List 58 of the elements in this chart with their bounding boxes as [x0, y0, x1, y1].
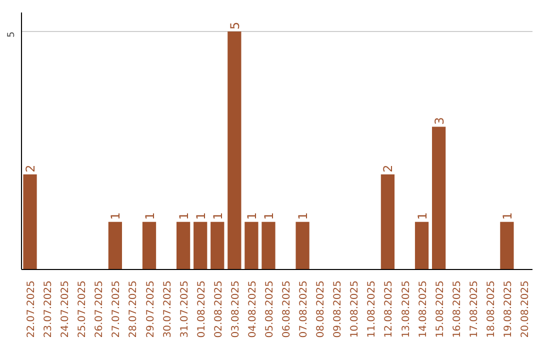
x-tick-label: 26.07.2025 [94, 280, 106, 338]
bar [176, 222, 190, 270]
data-label: 1 [500, 212, 514, 220]
bar [23, 174, 37, 270]
data-label: 1 [296, 212, 310, 220]
x-tick-label: 15.08.2025 [434, 280, 446, 338]
x-tick-label: 19.08.2025 [502, 280, 514, 338]
x-tick-label: 27.07.2025 [111, 280, 122, 338]
x-tick-label: 30.07.2025 [162, 280, 174, 338]
x-tick-label: 24.07.2025 [60, 280, 72, 338]
x-tick-label: 10.08.2025 [350, 280, 361, 338]
x-tick-label: 09.08.2025 [332, 280, 344, 338]
x-tick-label: 07.08.2025 [298, 280, 310, 338]
data-label: 2 [381, 164, 396, 172]
bar [194, 222, 208, 270]
data-label: 1 [194, 212, 208, 220]
data-label: 1 [415, 212, 430, 220]
x-tick-label: 20.08.2025 [520, 280, 531, 338]
bar [228, 32, 242, 270]
bar [500, 222, 514, 270]
x-tick-label: 02.08.2025 [213, 280, 224, 338]
x-tick-label: 13.08.2025 [400, 280, 412, 338]
bar [244, 222, 258, 270]
data-label: 5 [228, 22, 242, 30]
bar [296, 222, 310, 270]
bar [432, 126, 446, 270]
x-tick-label: 25.07.2025 [77, 280, 88, 338]
data-label: 1 [142, 212, 157, 220]
x-tick-label: 12.08.2025 [384, 280, 395, 338]
x-tick-label: 29.07.2025 [145, 280, 156, 338]
x-tick-label: 16.08.2025 [452, 280, 463, 338]
bar [380, 174, 395, 270]
x-tick-label: 04.08.2025 [247, 280, 258, 338]
data-label: 1 [176, 212, 191, 220]
bar [262, 222, 276, 270]
x-tick-label: 17.08.2025 [468, 280, 480, 338]
data-label: 1 [262, 212, 276, 220]
x-tick-label: 22.07.2025 [26, 280, 38, 338]
data-label: 1 [244, 212, 259, 220]
bar [210, 222, 224, 270]
x-tick-label: 23.07.2025 [43, 280, 54, 338]
data-label: 1 [108, 212, 123, 220]
bar [108, 222, 122, 270]
bar [142, 222, 156, 270]
x-tick-label: 14.08.2025 [418, 280, 429, 338]
data-label: 3 [432, 117, 446, 125]
x-tick-label: 28.07.2025 [128, 280, 140, 338]
data-label: 2 [24, 164, 38, 172]
data-label: 1 [210, 212, 225, 220]
x-tick-label: 31.07.2025 [179, 280, 190, 338]
x-tick-label: 18.08.2025 [486, 280, 497, 338]
x-tick-label: 01.08.2025 [196, 280, 208, 338]
x-tick-label: 11.08.2025 [366, 280, 378, 338]
x-tick-label: 08.08.2025 [316, 280, 327, 338]
x-tick-label: 05.08.2025 [264, 280, 276, 338]
bar [414, 222, 429, 270]
x-tick-label: 06.08.2025 [282, 280, 293, 338]
x-tick-label: 03.08.2025 [230, 280, 242, 338]
